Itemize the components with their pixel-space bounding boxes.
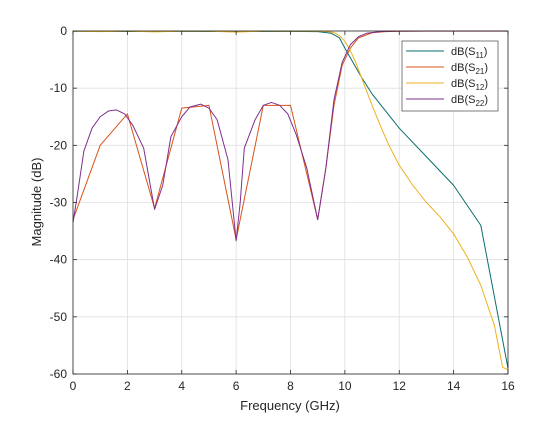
x-axis-label: Frequency (GHz): [240, 398, 340, 413]
y-tick-label: -50: [50, 310, 68, 324]
y-tick-label: 0: [60, 24, 67, 38]
x-tick-label: 16: [501, 379, 515, 393]
tick-marks: [72, 30, 509, 375]
x-tick-label: 14: [447, 379, 461, 393]
x-tick-label: 2: [124, 379, 131, 393]
y-tick-label: -30: [50, 196, 68, 210]
x-tick-label: 0: [70, 379, 77, 393]
y-tick-label: -40: [50, 253, 68, 267]
x-tick-label: 4: [178, 379, 185, 393]
x-tick-label: 6: [233, 379, 240, 393]
y-tick-label: -60: [50, 367, 68, 381]
x-tick-label: 8: [287, 379, 294, 393]
y-tick-label: -10: [50, 81, 68, 95]
x-tick-label: 12: [393, 379, 407, 393]
x-tick-label: 10: [338, 379, 352, 393]
y-tick-label: -20: [50, 138, 68, 152]
series-line-22: [72, 30, 508, 242]
y-axis-label: Magnitude (dB): [29, 158, 44, 247]
tick-labels: 0 2 4 6 8 10 12 14 16 0 -10 -20 -30 -40 -50 -60: [50, 24, 515, 393]
legend: dB(S11)dB(S21)dB(S12)dB(S22): [401, 40, 499, 112]
